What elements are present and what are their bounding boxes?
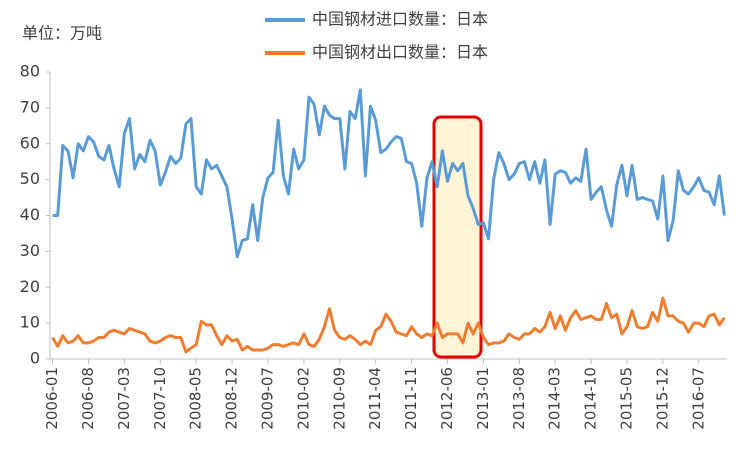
- x-tick-label: 2015-12: [653, 367, 671, 430]
- x-tick-label: 2009-07: [258, 367, 276, 430]
- x-tick-label: 2006-01: [43, 367, 61, 430]
- x-tick-label: 2008-05: [187, 367, 205, 430]
- x-tick-label: 2010-02: [294, 367, 312, 430]
- x-tick-label: 2010-09: [330, 367, 348, 430]
- legend-label: 中国钢材出口数量：日本: [312, 43, 488, 62]
- series-line: [52, 88, 726, 259]
- x-tick-label: 2008-12: [223, 367, 241, 430]
- y-tick-label: 0: [30, 349, 40, 368]
- x-tick-label: 2016-07: [689, 367, 707, 430]
- x-tick-label: 2011-11: [402, 367, 420, 430]
- y-tick-label: 60: [20, 133, 40, 152]
- x-tick-label: 2007-03: [115, 367, 133, 430]
- x-tick-label: 2015-05: [617, 367, 635, 430]
- x-tick-label: 2014-03: [546, 367, 564, 430]
- y-tick-label: 30: [20, 241, 40, 260]
- y-tick-label: 70: [20, 97, 40, 116]
- x-tick-label: 2011-04: [366, 367, 384, 430]
- series-line: [51, 296, 726, 354]
- x-tick-label: 2006-08: [79, 367, 97, 430]
- x-tick-label: 2007-10: [151, 367, 169, 430]
- x-tick-label: 2012-06: [438, 367, 456, 430]
- y-tick-label: 40: [20, 205, 40, 224]
- x-tick-label: 2013-08: [510, 367, 528, 430]
- y-tick-label: 50: [20, 169, 40, 188]
- y-tick-label: 80: [20, 62, 40, 81]
- x-tick-label: 2014-10: [582, 367, 600, 430]
- x-tick-label: 2013-01: [474, 367, 492, 430]
- unit-label: 单位：万吨: [22, 24, 102, 43]
- legend-label: 中国钢材进口数量：日本: [312, 10, 488, 29]
- y-tick-label: 20: [20, 277, 40, 296]
- y-tick-label: 10: [20, 313, 40, 332]
